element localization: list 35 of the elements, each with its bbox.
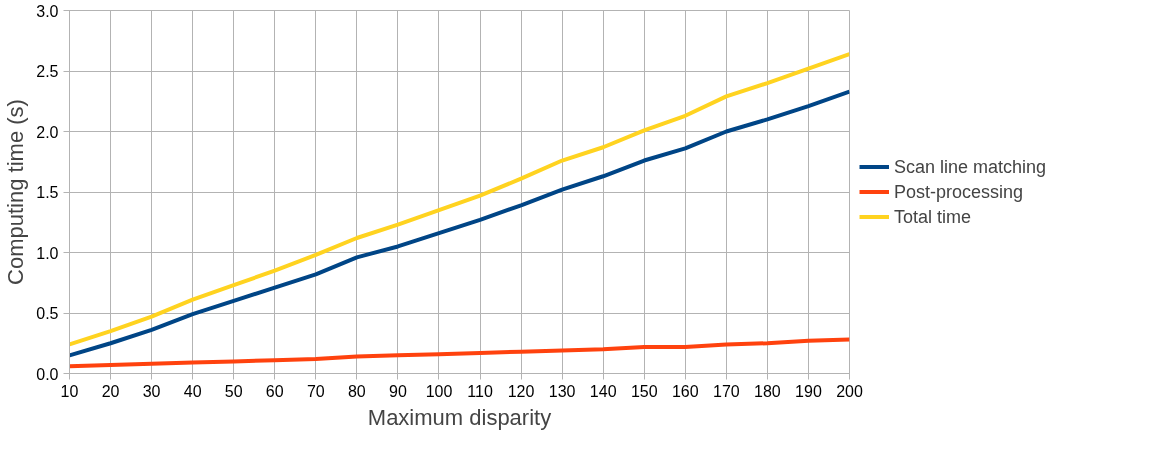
x-tick-label: 160 xyxy=(671,382,699,400)
legend-label: Scan line matching xyxy=(894,156,1047,177)
x-tick-label: 200 xyxy=(836,382,863,400)
x-axis-title: Maximum disparity xyxy=(367,404,552,430)
line-series xyxy=(69,337,850,369)
y-tick-label: 1.0 xyxy=(36,244,59,262)
x-tick-label: 10 xyxy=(60,382,79,400)
x-tick-label: 40 xyxy=(183,382,202,400)
x-tick-label: 100 xyxy=(425,382,453,400)
x-tick-label: 70 xyxy=(306,382,325,400)
x-tick-label: 180 xyxy=(754,382,781,400)
y-tick-label: 2.5 xyxy=(36,63,59,80)
y-tick-label: 3.0 xyxy=(36,2,59,20)
x-tick-label: 120 xyxy=(507,382,535,400)
x-tick-label: 60 xyxy=(265,382,284,400)
y-tick-label: 0.5 xyxy=(36,305,59,322)
legend-label: Total time xyxy=(894,206,972,227)
x-tick-label: 30 xyxy=(142,382,161,400)
y-tick-label: 2.0 xyxy=(36,123,59,141)
x-tick-label: 190 xyxy=(795,382,822,400)
line-series xyxy=(69,89,850,358)
x-tick-label: 20 xyxy=(101,382,120,400)
x-tick-label: 110 xyxy=(467,382,493,400)
x-tick-label: 50 xyxy=(224,382,243,400)
legend-label: Post-processing xyxy=(894,181,1024,202)
x-tick-label: 170 xyxy=(712,382,740,400)
y-axis-title: Computing time (s) xyxy=(3,99,29,285)
x-tick-label: 130 xyxy=(548,382,576,400)
x-tick-label: 140 xyxy=(589,382,617,400)
x-tick-label: 80 xyxy=(347,382,366,400)
y-tick-label: 0.0 xyxy=(36,365,59,383)
x-tick-label: 90 xyxy=(389,382,407,400)
line-series xyxy=(69,52,850,347)
x-tick-label: 150 xyxy=(630,382,658,400)
y-tick-label: 1.5 xyxy=(36,184,59,201)
